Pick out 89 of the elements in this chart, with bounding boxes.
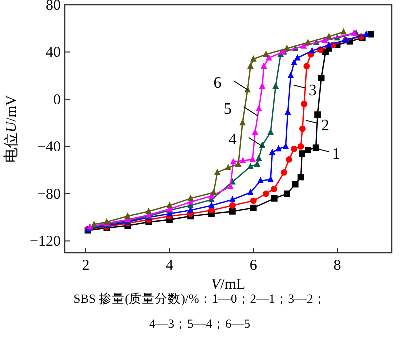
point xyxy=(284,190,290,198)
point xyxy=(291,146,298,152)
point xyxy=(299,150,306,157)
point xyxy=(235,160,242,167)
point xyxy=(250,156,256,162)
annotation: 3 xyxy=(308,82,317,100)
x-tick-label: 6 xyxy=(250,258,258,274)
point xyxy=(270,186,278,192)
x-tick-label: 2 xyxy=(82,258,90,274)
point xyxy=(326,33,332,40)
point xyxy=(227,183,234,190)
x-tick-label: 8 xyxy=(334,258,342,274)
x-axis-title: V/mL xyxy=(211,277,246,293)
point xyxy=(260,62,268,69)
point xyxy=(248,62,254,69)
point xyxy=(263,190,270,198)
point xyxy=(272,82,280,90)
point xyxy=(229,208,236,215)
annotation: 2 xyxy=(321,118,330,135)
point xyxy=(146,208,152,214)
point xyxy=(252,128,259,136)
point xyxy=(292,181,299,188)
point xyxy=(268,128,274,136)
point xyxy=(298,174,304,181)
point xyxy=(286,156,292,163)
point xyxy=(263,50,270,58)
point xyxy=(291,59,298,66)
text: 4—3；5—4；6—5 xyxy=(150,317,250,331)
point xyxy=(309,47,316,54)
annotation: 4 xyxy=(228,132,237,149)
y-tick-label: −80 xyxy=(38,186,61,203)
point xyxy=(276,145,282,152)
point xyxy=(314,112,321,118)
point xyxy=(210,188,218,196)
point xyxy=(248,188,254,196)
point xyxy=(240,119,246,126)
point xyxy=(294,54,301,61)
point xyxy=(244,86,251,93)
point xyxy=(269,148,276,156)
point xyxy=(318,75,325,82)
annotation: 5 xyxy=(224,101,232,118)
point xyxy=(300,126,306,132)
text: SBS 掺量(质量分数)/%：1—0；2—1；3—2； xyxy=(74,292,326,306)
y-tick-label: 0 xyxy=(54,92,61,108)
point xyxy=(300,42,308,49)
point xyxy=(250,198,257,204)
point xyxy=(282,142,290,150)
point xyxy=(258,177,264,184)
point xyxy=(304,63,310,70)
y-tick-label: −40 xyxy=(38,140,61,156)
point xyxy=(266,54,272,61)
point xyxy=(326,41,332,48)
point xyxy=(250,204,257,212)
point xyxy=(248,162,254,170)
point xyxy=(363,30,370,38)
point xyxy=(214,168,221,176)
point xyxy=(312,144,320,152)
point xyxy=(284,108,292,116)
point xyxy=(229,196,236,202)
x-tick-label: 4 xyxy=(166,258,174,274)
point xyxy=(259,82,266,90)
y-tick-label: 40 xyxy=(46,45,61,62)
point xyxy=(301,101,308,108)
y-tick-label: 80 xyxy=(46,0,61,14)
point xyxy=(229,202,236,209)
point xyxy=(240,157,246,164)
point xyxy=(284,44,290,52)
point xyxy=(268,176,274,182)
point xyxy=(288,72,294,78)
point xyxy=(281,169,288,176)
point xyxy=(225,164,232,171)
y-axis-title: 电位U/mV xyxy=(3,95,20,163)
point xyxy=(298,144,304,150)
point xyxy=(124,212,132,219)
point xyxy=(271,195,278,202)
point xyxy=(304,38,312,46)
point xyxy=(230,158,237,165)
point xyxy=(254,160,261,167)
point xyxy=(256,105,262,112)
point xyxy=(208,202,215,208)
annotation: 1 xyxy=(332,146,340,164)
point xyxy=(91,220,98,228)
point xyxy=(351,30,358,36)
point xyxy=(250,56,257,62)
y-tick-label: −120 xyxy=(30,234,61,250)
annotation: 6 xyxy=(214,75,222,92)
point xyxy=(166,202,174,208)
point xyxy=(304,147,312,154)
point xyxy=(256,154,262,162)
